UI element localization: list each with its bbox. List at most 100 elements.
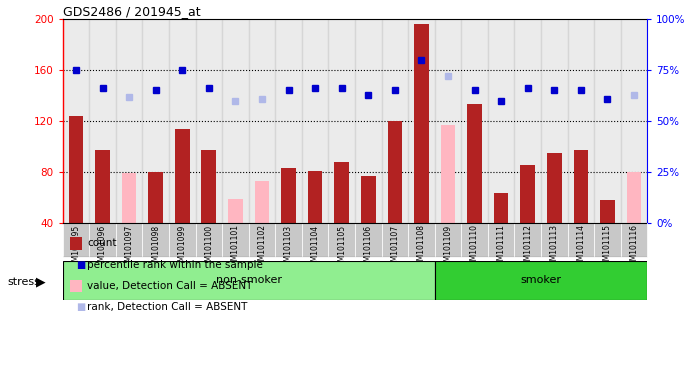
Text: GSM101103: GSM101103 bbox=[284, 224, 293, 271]
Text: GSM101099: GSM101099 bbox=[177, 224, 187, 271]
Bar bbox=[494, 194, 509, 223]
Text: GSM101102: GSM101102 bbox=[258, 224, 267, 270]
Text: GSM101108: GSM101108 bbox=[417, 224, 426, 270]
Bar bbox=[414, 24, 429, 223]
Text: GSM101109: GSM101109 bbox=[443, 224, 452, 271]
Text: ▶: ▶ bbox=[35, 276, 45, 289]
Bar bbox=[355, 19, 381, 223]
FancyBboxPatch shape bbox=[143, 223, 169, 257]
FancyBboxPatch shape bbox=[381, 223, 408, 257]
FancyBboxPatch shape bbox=[355, 223, 381, 257]
Bar bbox=[116, 19, 143, 223]
Text: ■: ■ bbox=[76, 302, 85, 312]
Bar bbox=[148, 172, 163, 223]
Bar bbox=[467, 104, 482, 223]
Text: smoker: smoker bbox=[521, 275, 562, 285]
Text: GSM101115: GSM101115 bbox=[603, 224, 612, 270]
Bar bbox=[248, 19, 275, 223]
Bar bbox=[388, 121, 402, 223]
Text: GSM101107: GSM101107 bbox=[390, 224, 400, 271]
Bar bbox=[89, 19, 116, 223]
Bar bbox=[514, 19, 541, 223]
Text: GSM101112: GSM101112 bbox=[523, 224, 532, 270]
Text: ■: ■ bbox=[76, 260, 85, 270]
FancyBboxPatch shape bbox=[196, 223, 222, 257]
Bar bbox=[275, 19, 302, 223]
Bar bbox=[547, 153, 562, 223]
Bar bbox=[574, 150, 588, 223]
Bar bbox=[488, 19, 514, 223]
Bar bbox=[408, 19, 435, 223]
FancyBboxPatch shape bbox=[621, 223, 647, 257]
FancyBboxPatch shape bbox=[275, 223, 302, 257]
Bar bbox=[521, 166, 535, 223]
Text: count: count bbox=[87, 238, 116, 248]
Text: GSM101110: GSM101110 bbox=[470, 224, 479, 270]
Text: GSM101104: GSM101104 bbox=[310, 224, 319, 271]
Text: GSM101101: GSM101101 bbox=[231, 224, 240, 270]
Bar bbox=[361, 175, 376, 223]
Text: GSM101113: GSM101113 bbox=[550, 224, 559, 270]
Bar bbox=[567, 19, 594, 223]
Bar bbox=[63, 19, 89, 223]
FancyBboxPatch shape bbox=[594, 223, 621, 257]
FancyBboxPatch shape bbox=[116, 223, 143, 257]
Text: rank, Detection Call = ABSENT: rank, Detection Call = ABSENT bbox=[87, 302, 247, 312]
Bar bbox=[334, 162, 349, 223]
Text: GSM101114: GSM101114 bbox=[576, 224, 585, 270]
Bar bbox=[281, 168, 296, 223]
Bar bbox=[600, 200, 615, 223]
Text: GSM101096: GSM101096 bbox=[98, 224, 107, 271]
Text: non-smoker: non-smoker bbox=[216, 275, 282, 285]
FancyBboxPatch shape bbox=[488, 223, 514, 257]
Bar bbox=[381, 19, 408, 223]
Bar bbox=[69, 116, 84, 223]
Bar bbox=[95, 150, 110, 223]
FancyBboxPatch shape bbox=[169, 223, 196, 257]
Bar bbox=[435, 19, 461, 223]
Text: percentile rank within the sample: percentile rank within the sample bbox=[87, 260, 263, 270]
Text: GSM101105: GSM101105 bbox=[337, 224, 346, 271]
Text: stress: stress bbox=[7, 277, 40, 287]
Bar bbox=[626, 172, 641, 223]
Text: GDS2486 / 201945_at: GDS2486 / 201945_at bbox=[63, 5, 200, 18]
Text: GSM101111: GSM101111 bbox=[497, 224, 505, 270]
Bar bbox=[435, 261, 647, 300]
Bar bbox=[228, 199, 243, 223]
Bar bbox=[175, 129, 189, 223]
FancyBboxPatch shape bbox=[302, 223, 329, 257]
Bar bbox=[621, 19, 647, 223]
Bar bbox=[308, 170, 322, 223]
Bar bbox=[329, 19, 355, 223]
Bar bbox=[169, 19, 196, 223]
FancyBboxPatch shape bbox=[461, 223, 488, 257]
FancyBboxPatch shape bbox=[567, 223, 594, 257]
Text: GSM101097: GSM101097 bbox=[125, 224, 134, 271]
Text: value, Detection Call = ABSENT: value, Detection Call = ABSENT bbox=[87, 281, 253, 291]
Bar bbox=[441, 125, 455, 223]
Text: GSM101106: GSM101106 bbox=[364, 224, 373, 271]
FancyBboxPatch shape bbox=[63, 223, 89, 257]
FancyBboxPatch shape bbox=[435, 223, 461, 257]
Bar bbox=[541, 19, 567, 223]
FancyBboxPatch shape bbox=[541, 223, 567, 257]
Bar bbox=[122, 173, 136, 223]
Bar bbox=[594, 19, 621, 223]
Bar bbox=[302, 19, 329, 223]
Text: GSM101100: GSM101100 bbox=[205, 224, 213, 271]
FancyBboxPatch shape bbox=[514, 223, 541, 257]
Text: GSM101098: GSM101098 bbox=[151, 224, 160, 271]
Bar bbox=[202, 150, 216, 223]
Text: GSM101095: GSM101095 bbox=[72, 224, 81, 271]
Bar bbox=[143, 19, 169, 223]
Bar bbox=[461, 19, 488, 223]
FancyBboxPatch shape bbox=[408, 223, 435, 257]
FancyBboxPatch shape bbox=[329, 223, 355, 257]
FancyBboxPatch shape bbox=[248, 223, 275, 257]
Bar bbox=[196, 19, 222, 223]
Bar bbox=[63, 261, 435, 300]
FancyBboxPatch shape bbox=[89, 223, 116, 257]
Bar bbox=[255, 181, 269, 223]
FancyBboxPatch shape bbox=[222, 223, 248, 257]
Text: GSM101116: GSM101116 bbox=[629, 224, 638, 270]
